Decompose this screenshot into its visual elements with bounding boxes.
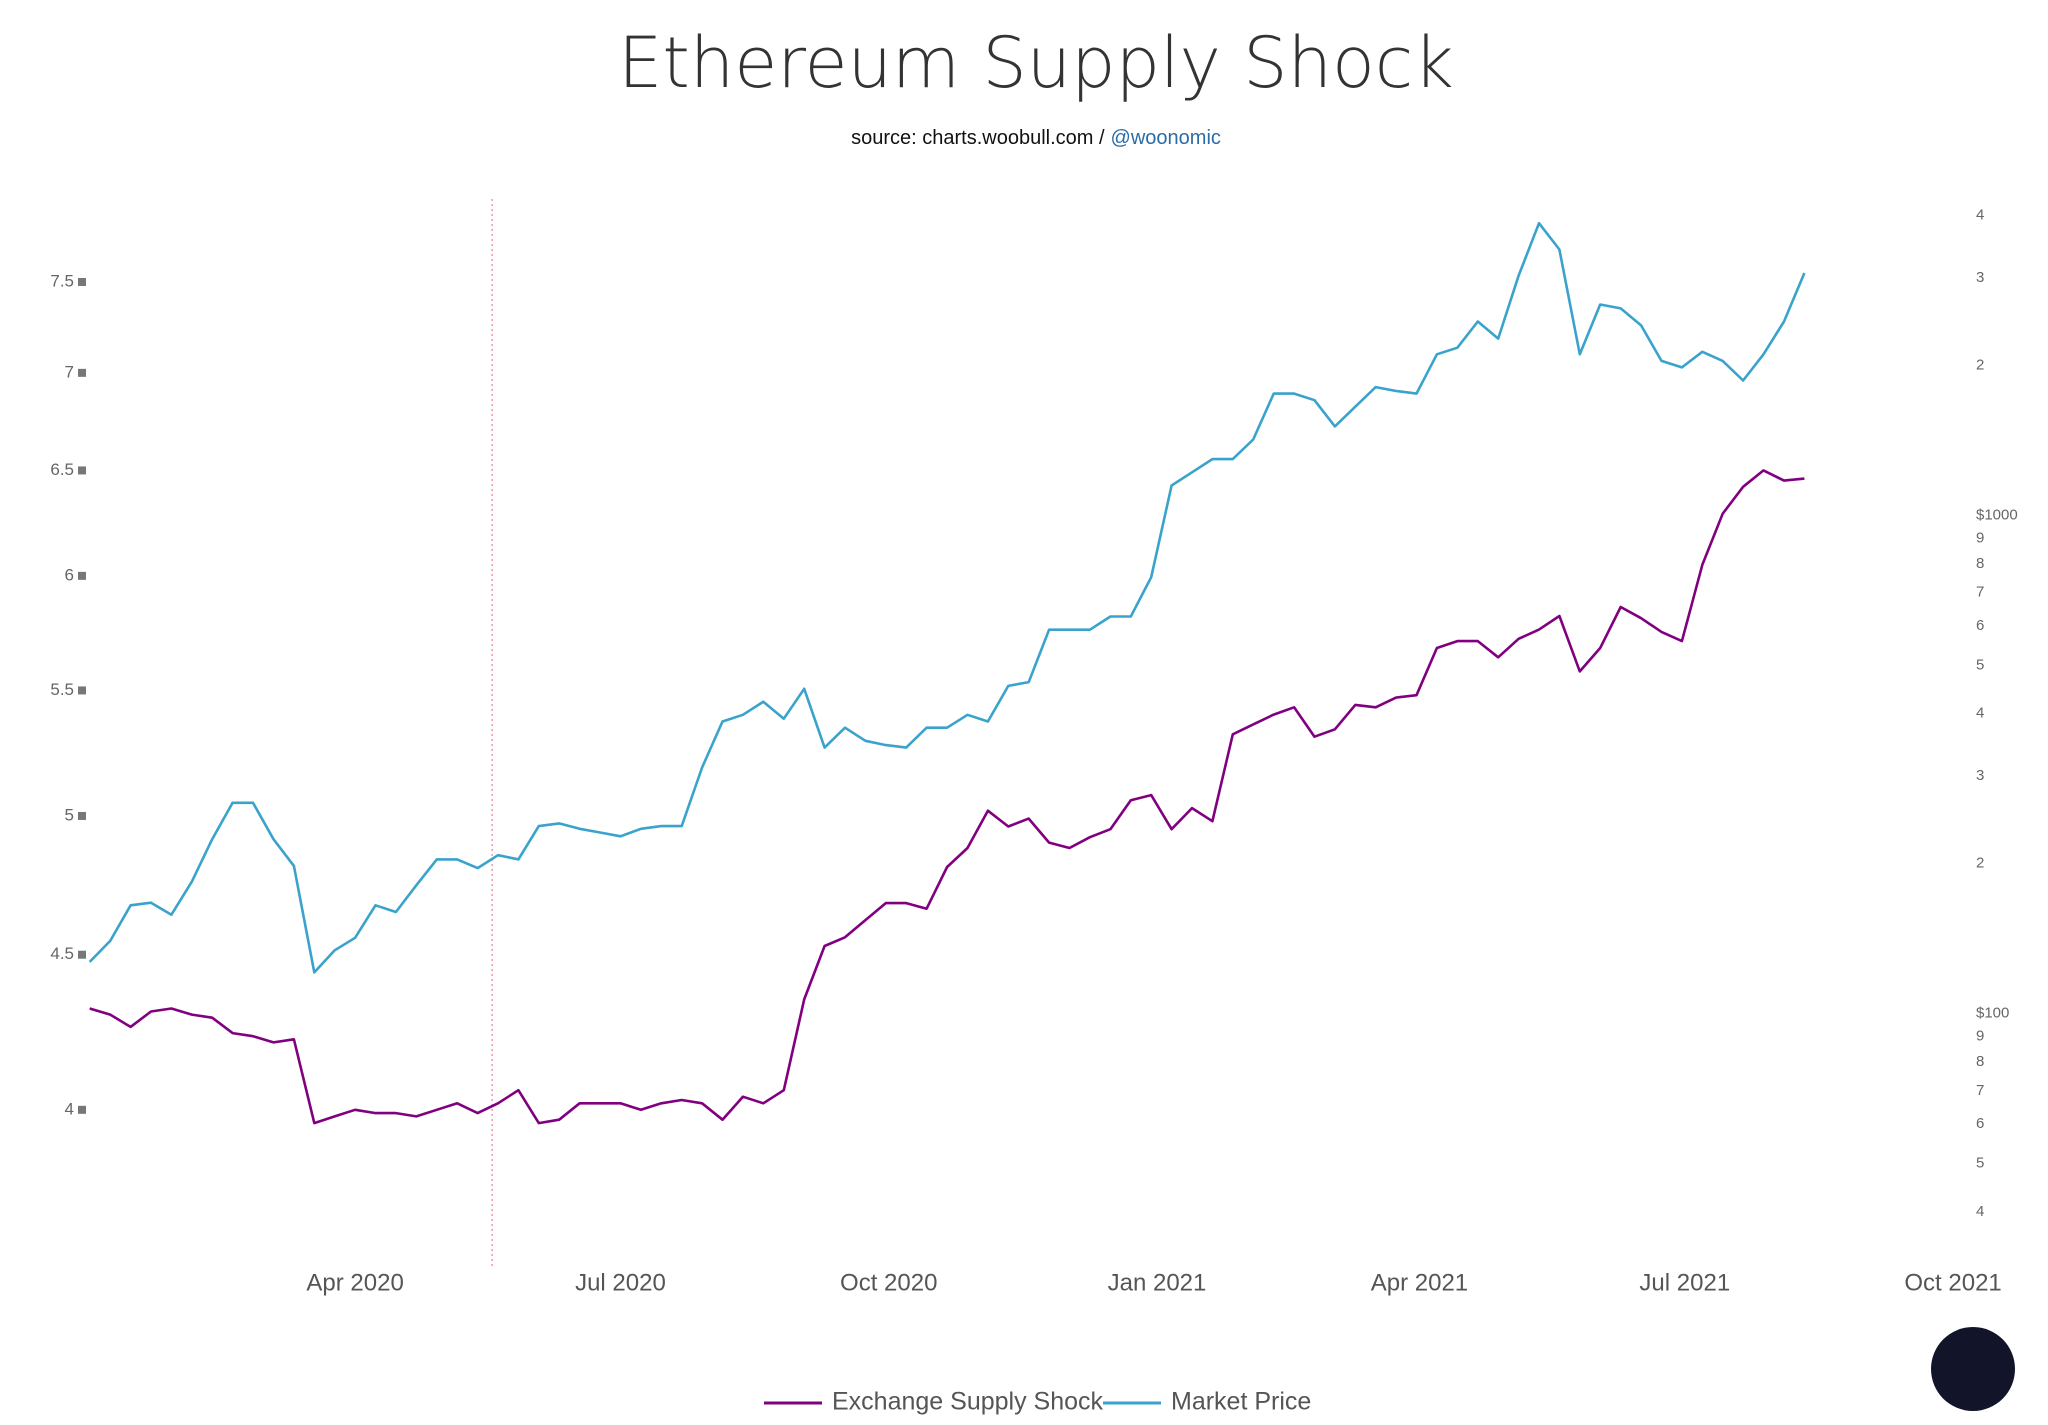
y2-tick-label: 3 xyxy=(1976,767,1984,784)
series-line xyxy=(89,469,1805,1125)
y2-tick-label: 4 xyxy=(1976,1203,1984,1220)
y-tick-label: 4.5 xyxy=(50,944,74,963)
y-tick-mark xyxy=(78,686,86,695)
y-tick-mark xyxy=(78,277,86,286)
y2-tick-label: 9 xyxy=(1976,1027,1984,1044)
y-tick-label: 7 xyxy=(65,362,74,381)
y2-tick-label: 5 xyxy=(1976,1155,1984,1172)
y2-tick-label: 5 xyxy=(1976,656,1984,673)
series-line xyxy=(88,221,1806,974)
y2-tick-label: 7 xyxy=(1976,584,1984,601)
y2-tick-label: 8 xyxy=(1976,555,1984,572)
y-tick-mark xyxy=(78,811,86,820)
y2-tick-label: 8 xyxy=(1976,1053,1984,1070)
y-tick-label: 5.5 xyxy=(50,680,74,699)
x-tick-label: Jul 2020 xyxy=(575,1269,666,1296)
y2-tick-label: 3 xyxy=(1976,269,1984,286)
y-tick-label: 6 xyxy=(65,565,74,584)
y-tick-label: 7.5 xyxy=(50,271,74,290)
y2-tick-label: 4 xyxy=(1976,207,1984,224)
y-tick-mark xyxy=(78,571,86,580)
y2-tick-label: 6 xyxy=(1976,1115,1984,1132)
legend-label: Exchange Supply Shock xyxy=(832,1388,1104,1416)
y2-tick-label: $1000 xyxy=(1976,507,2018,524)
legend-label: Market Price xyxy=(1171,1388,1311,1416)
y-tick-label: 5 xyxy=(65,805,74,824)
x-tick-label: Jan 2021 xyxy=(1108,1269,1207,1296)
y-tick-mark xyxy=(78,368,86,377)
x-tick-label: Oct 2021 xyxy=(1904,1269,2001,1296)
y2-tick-label: 4 xyxy=(1976,705,1984,722)
subtitle-source: source: charts.woobull.com / xyxy=(851,127,1105,149)
x-tick-label: Apr 2021 xyxy=(1371,1269,1468,1296)
y-tick-label: 4 xyxy=(65,1099,74,1118)
subtitle-link[interactable]: @woonomic xyxy=(1111,127,1221,149)
y-tick-label: 6.5 xyxy=(50,460,74,479)
y2-tick-label: $100 xyxy=(1976,1005,2009,1022)
chart-subtitle: source: charts.woobull.com / @woonomic xyxy=(851,127,1221,149)
y2-tick-label: 2 xyxy=(1976,357,1984,374)
x-tick-label: Apr 2020 xyxy=(306,1269,403,1296)
y2-tick-label: 7 xyxy=(1976,1082,1984,1099)
y2-tick-label: 9 xyxy=(1976,529,1984,546)
chart-title: Ethereum Supply Shock xyxy=(618,22,1454,104)
plot-area: 4 4.5 5 5.5 6 6.5 7 7.5 4 5 6 7 8 9 $100 2 3 4 5 6 7 8 9 $1000 2… xyxy=(50,199,2018,1416)
y-tick-mark xyxy=(78,950,86,959)
x-tick-label: Oct 2020 xyxy=(840,1269,937,1296)
y2-tick-label: 2 xyxy=(1976,855,1984,872)
x-tick-label: Jul 2021 xyxy=(1639,1269,1730,1296)
y2-tick-label: 6 xyxy=(1976,617,1984,634)
chat-button[interactable] xyxy=(1931,1327,2015,1411)
y-tick-mark xyxy=(78,1105,86,1114)
y-tick-mark xyxy=(78,466,86,475)
